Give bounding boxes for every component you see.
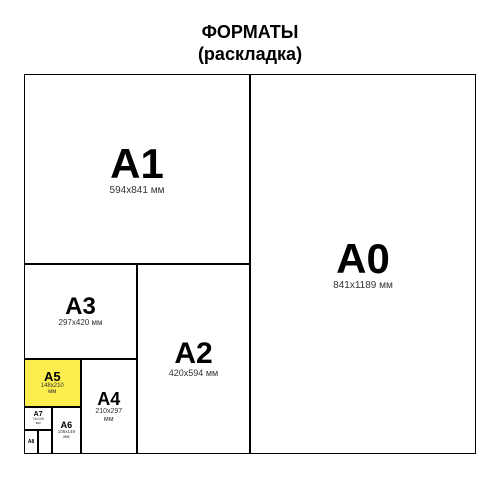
format-box-a4: A4210х297мм: [81, 359, 138, 454]
title-block: ФОРМАТЫ (раскладка): [0, 0, 500, 65]
title-line1: ФОРМАТЫ: [0, 22, 500, 44]
format-name: A5: [44, 370, 61, 383]
format-box-a7: A774х105мм: [24, 407, 52, 431]
format-dim: 594х841 мм: [110, 185, 165, 196]
format-name: A8: [28, 440, 34, 445]
format-name: A0: [336, 238, 390, 280]
format-dim: 420х594 мм: [169, 369, 218, 379]
format-box-a8b: [38, 430, 52, 454]
title-line2: (раскладка): [0, 44, 500, 66]
paper-format-diagram: A0841х1189 ммA1594х841 ммA2420х594 ммA32…: [24, 74, 476, 454]
format-name: A1: [110, 143, 164, 185]
format-box-a2: A2420х594 мм: [137, 264, 250, 454]
format-box-a0: A0841х1189 мм: [250, 74, 476, 454]
format-name: A3: [65, 295, 96, 319]
format-name: A4: [97, 390, 120, 408]
format-dim: 841х1189 мм: [333, 280, 393, 291]
format-box-a1: A1594х841 мм: [24, 74, 250, 264]
format-name: A2: [174, 339, 212, 369]
format-box-a3: A3297х420 мм: [24, 264, 137, 359]
format-dim: 297х420 мм: [59, 319, 103, 328]
format-dim: 210х297мм: [95, 408, 122, 423]
format-dim: 74х105мм: [32, 418, 43, 426]
format-box-a5: A5148х210мм: [24, 359, 81, 407]
format-box-a8: A8: [24, 430, 38, 454]
format-dim: 105х149мм: [58, 430, 75, 440]
format-box-a6: A6105х149мм: [52, 407, 80, 455]
format-dim: 148х210мм: [41, 383, 64, 396]
